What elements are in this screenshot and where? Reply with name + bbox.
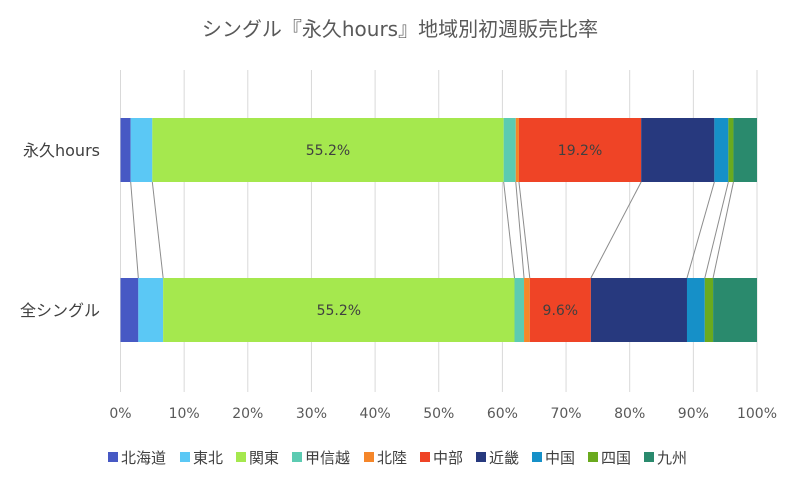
legend-label: 中部	[433, 449, 463, 467]
legend-item: 甲信越	[292, 449, 350, 467]
legend-item: 北海道	[108, 449, 166, 467]
legend-label: 北陸	[377, 449, 407, 467]
x-tick-label: 90%	[678, 406, 709, 422]
chart-title: シングル『永久hours』地域別初週販売比率	[202, 17, 598, 41]
legend-item: 近畿	[476, 449, 519, 467]
legend-swatch	[292, 452, 302, 462]
data-label: 55.2%	[317, 303, 361, 319]
bar-segment-四国	[728, 118, 734, 182]
bar-segment-甲信越	[514, 278, 525, 342]
x-tick-label: 80%	[614, 406, 645, 422]
series-line	[151, 181, 164, 279]
legend-label: 九州	[657, 449, 687, 467]
bar-segment-北海道	[120, 278, 139, 342]
bar-segment-九州	[733, 118, 757, 182]
series-line	[704, 181, 729, 279]
bar-segment-近畿	[590, 278, 687, 342]
series-line	[686, 181, 715, 279]
bar-segment-北海道	[120, 118, 131, 182]
data-label: 55.2%	[306, 143, 350, 159]
bar-segment-北陸	[524, 278, 530, 342]
legend-swatch	[180, 452, 190, 462]
legend-swatch	[588, 452, 598, 462]
legend-item: 関東	[236, 449, 279, 467]
bar-segment-九州	[713, 278, 757, 342]
legend-label: 四国	[601, 449, 631, 467]
series-line	[518, 181, 531, 279]
bar-segment-関東	[163, 278, 515, 342]
legend-swatch	[476, 452, 486, 462]
data-label: 9.6%	[543, 303, 579, 319]
legend-label: 関東	[249, 449, 279, 467]
bar-segment-中国	[714, 118, 729, 182]
bar-segment-関東	[152, 118, 504, 182]
bar-segment-中部	[529, 278, 591, 342]
bar-segment-近畿	[641, 118, 715, 182]
category-label: 全シングル	[20, 301, 100, 320]
x-tick-label: 20%	[232, 406, 263, 422]
legend-swatch	[532, 452, 542, 462]
legend-item: 四国	[588, 449, 631, 467]
bar-segment-甲信越	[503, 118, 516, 182]
bar-segment-東北	[130, 118, 153, 182]
x-tick-label: 100%	[737, 406, 777, 422]
legend-swatch	[420, 452, 430, 462]
series-line	[130, 181, 139, 279]
x-tick-label: 0%	[109, 406, 131, 422]
series-line	[590, 181, 642, 279]
x-tick-label: 40%	[360, 406, 391, 422]
legend-swatch	[108, 452, 118, 462]
x-tick-label: 70%	[550, 406, 581, 422]
bar-segment-四国	[704, 278, 714, 342]
bar-segment-中国	[686, 278, 705, 342]
legend-item: 九州	[644, 449, 687, 467]
legend-swatch	[644, 452, 654, 462]
legend-swatch	[364, 452, 374, 462]
bar-segment-北陸	[515, 118, 519, 182]
x-tick-label: 10%	[169, 406, 200, 422]
legend-label: 東北	[193, 449, 223, 467]
legend-item: 中国	[532, 449, 575, 467]
x-tick-label: 60%	[487, 406, 518, 422]
x-tick-label: 50%	[423, 406, 454, 422]
data-label: 19.2%	[558, 143, 602, 159]
legend-label: 北海道	[121, 449, 166, 467]
category-label: 永久hours	[23, 141, 100, 160]
legend-item: 北陸	[364, 449, 407, 467]
series-line	[515, 181, 525, 279]
series-line	[712, 181, 734, 279]
x-tick-label: 30%	[296, 406, 327, 422]
legend-label: 甲信越	[305, 449, 350, 467]
legend-item: 中部	[420, 449, 463, 467]
legend-item: 東北	[180, 449, 223, 467]
bar-segment-東北	[138, 278, 164, 342]
legend-label: 近畿	[489, 449, 519, 467]
legend-label: 中国	[545, 449, 575, 467]
legend-swatch	[236, 452, 246, 462]
bar-segment-中部	[518, 118, 642, 182]
series-line	[503, 181, 515, 279]
